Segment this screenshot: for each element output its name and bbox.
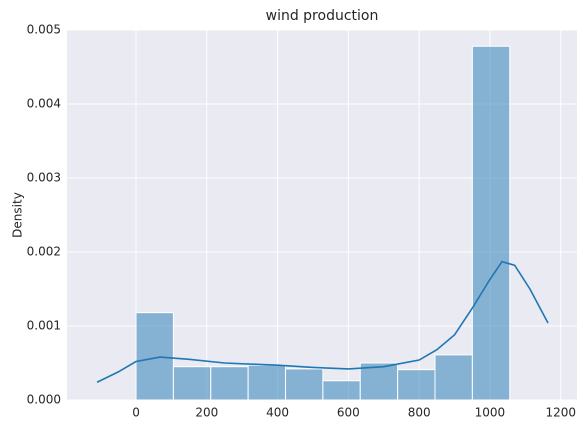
bar [172,366,212,401]
bar [397,369,436,401]
y-tick-label: 0.002 [27,245,61,259]
x-tick-label: 400 [266,406,289,420]
x-tick-label: 200 [195,406,218,420]
bar [210,366,249,401]
y-tick-label: 0.000 [27,393,61,407]
bar [247,364,287,401]
x-tick-label: 1200 [545,406,576,420]
bar [285,368,324,401]
kde-line [96,260,549,383]
x-tick-label: 600 [337,406,360,420]
x-tick-label: 1000 [475,406,506,420]
y-tick-label: 0.001 [27,319,61,333]
y-tick-label: 0.005 [27,23,61,37]
bar [434,354,473,401]
y-tick-label: 0.004 [27,97,61,111]
bar [359,362,399,401]
y-tick-label: 0.003 [27,171,61,185]
chart-title: wind production [266,8,379,24]
bar [471,45,511,401]
x-tick-label: 800 [408,406,431,420]
bar [135,312,174,401]
y-axis-label: Density [11,192,25,238]
x-tick-label: 0 [132,406,140,420]
bar [322,380,361,401]
